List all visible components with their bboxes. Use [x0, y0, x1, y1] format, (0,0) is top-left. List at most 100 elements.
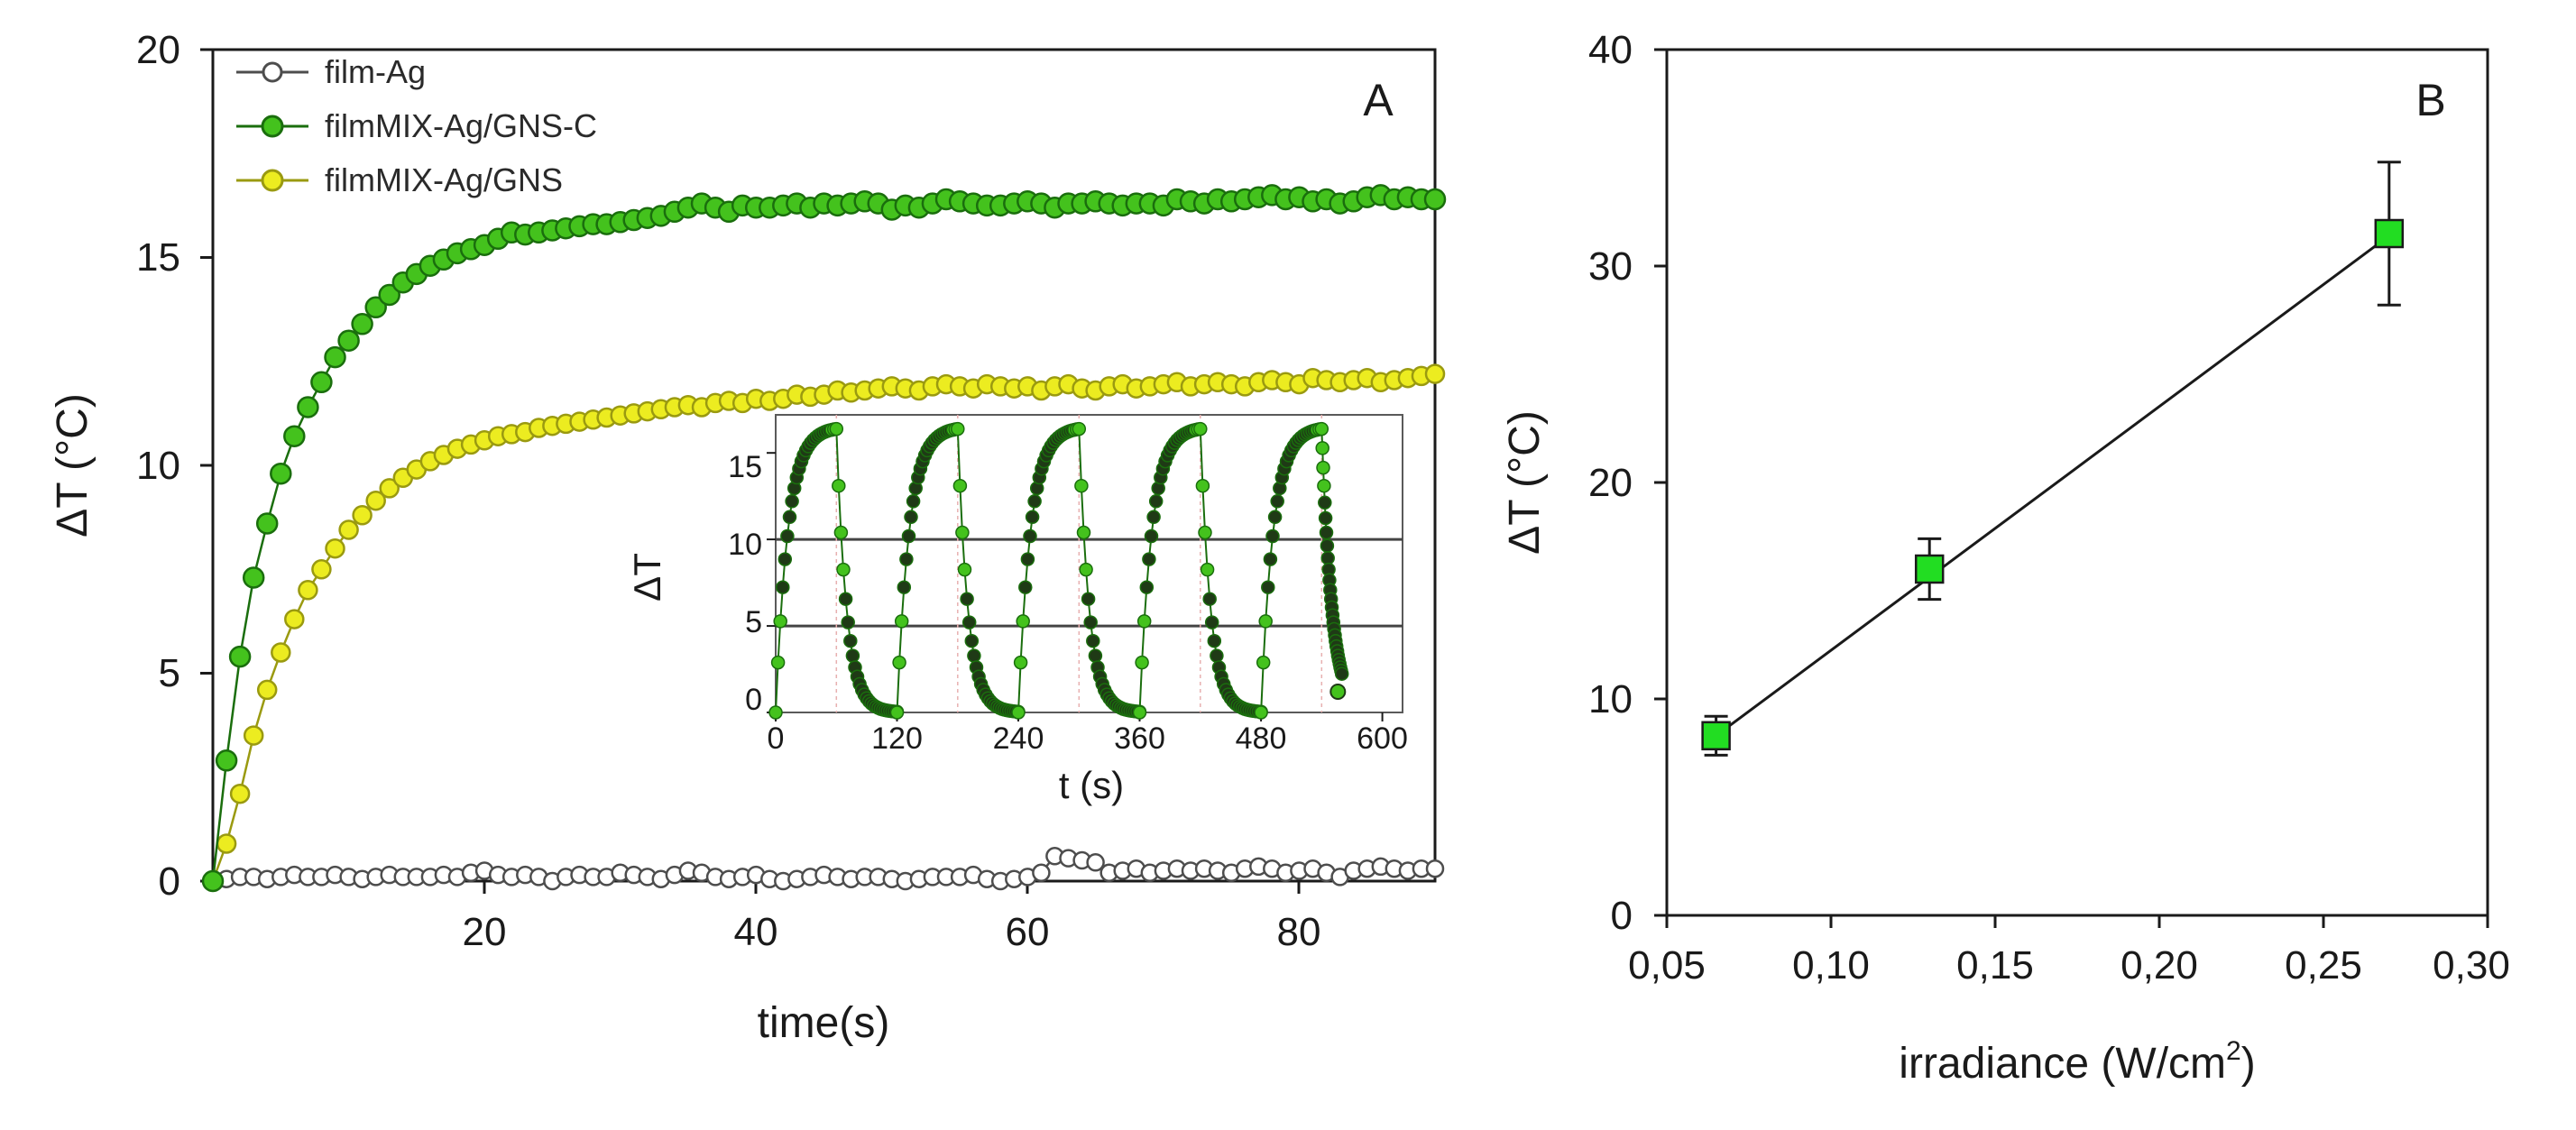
inset-data-point: [1202, 592, 1217, 606]
inset-data-point: [1317, 478, 1331, 493]
a-xtick-label: 20: [463, 910, 507, 954]
b-xtick-label: 0,20: [2121, 943, 2198, 988]
data-point-gns-c: [242, 566, 265, 589]
inset-data-point: [960, 592, 974, 606]
inset-ytick-label: 15: [728, 450, 762, 484]
inset-data-point: [964, 633, 980, 648]
data-point-gns-c: [297, 396, 319, 418]
inset-data-point: [1146, 510, 1161, 525]
b-ytick-label: 30: [1588, 244, 1633, 289]
inset-data-point: [897, 580, 912, 594]
data-point-gns-c: [337, 329, 360, 352]
inset-data-point: [1316, 460, 1330, 475]
legend-marker: [262, 61, 283, 83]
data-point-film-ag: [1425, 859, 1445, 878]
b-ytick-label: 10: [1588, 677, 1633, 721]
inset-data-point: [1132, 705, 1147, 720]
inset-series: [768, 421, 1349, 720]
inset-frame: [775, 414, 1403, 713]
panel-b-series: [1701, 161, 2405, 757]
panel-b: 0 10 20 30 40 0,05 0,10 0,15 0,20 0,25 0…: [1501, 28, 2510, 1088]
data-point-gns-c: [255, 512, 279, 535]
panel-a-x-ticks: 20 40 60 80: [463, 881, 1321, 954]
a-panel-letter: A: [1363, 75, 1394, 125]
inset-data-point: [1148, 494, 1164, 509]
data-point-gns: [311, 559, 332, 580]
data-point-gns: [298, 580, 318, 601]
inset-data-point: [777, 552, 793, 566]
inset-data-point: [841, 615, 855, 629]
legend-label: filmMIX-Ag/GNS: [325, 161, 563, 198]
data-point-gns: [216, 833, 237, 854]
panel-b-frame: [1665, 48, 2489, 917]
inset-data-point: [901, 528, 916, 544]
data-point-gns-c: [201, 869, 225, 893]
b-xtick-label: 0,15: [1956, 943, 2034, 988]
inset-data-point: [829, 421, 844, 436]
inset-data-point: [1258, 614, 1273, 629]
inset-data-point: [1083, 615, 1098, 629]
inset-data-point: [955, 525, 970, 540]
data-point-gns: [284, 609, 305, 629]
data-point-gns: [338, 519, 359, 540]
inset-data-point: [1198, 525, 1212, 540]
inset-data-point: [845, 648, 860, 663]
b-xtick-label: 0,05: [1628, 943, 1706, 988]
b-xtick-label: 0,10: [1792, 943, 1870, 988]
data-point: [1701, 721, 1731, 751]
inset-xtick-label: 120: [871, 721, 923, 756]
inset-data-point: [1079, 562, 1093, 577]
inset-data-point: [1261, 580, 1275, 594]
inset-data-point: [1315, 441, 1329, 455]
inset-data-point: [1018, 580, 1033, 594]
inset-data-point: [780, 528, 795, 544]
inset-data-point: [1210, 648, 1224, 663]
inset-data-point: [843, 633, 858, 648]
data-point-gns-c: [324, 345, 346, 369]
inset-data-point: [1319, 525, 1334, 540]
a-ytick-label: 15: [136, 235, 180, 280]
data-point-gns: [352, 505, 373, 526]
a-xtick-label: 40: [734, 910, 778, 954]
data-point-gns-c: [364, 296, 387, 319]
data-point-film-ag: [1032, 863, 1051, 883]
a-xtick-label: 60: [1006, 910, 1050, 954]
fit-line: [1715, 234, 2390, 738]
inset-data-point: [889, 705, 905, 720]
b-y-axis-label: ΔT (°C): [1501, 410, 1549, 555]
data-point: [2374, 218, 2405, 249]
inset-plot: 0 5 10 15 0 120 240 360 480 600 t (s) ΔT: [626, 414, 1408, 806]
data-point-gns: [325, 537, 345, 559]
b-ytick-label: 40: [1588, 28, 1633, 72]
b-ytick-label: 0: [1611, 894, 1633, 938]
inset-data-point: [1254, 705, 1268, 720]
data-point-gns: [1424, 363, 1446, 384]
data-point-gns: [379, 478, 400, 499]
legend-label: film-Ag: [325, 53, 426, 90]
inset-data-point: [1135, 655, 1149, 670]
panel-b-y-ticks: 0 10 20 30 40: [1588, 28, 1667, 938]
data-point-gns-c: [1423, 188, 1447, 211]
inset-data-point: [1074, 478, 1089, 493]
inset-data-point: [1267, 510, 1283, 525]
inset-data-point: [1318, 495, 1332, 510]
inset-data-point: [832, 478, 846, 493]
inset-data-point: [782, 510, 797, 525]
inset-data-point: [1320, 551, 1335, 565]
inset-data-point: [1136, 614, 1152, 629]
inset-data-point: [899, 552, 914, 566]
inset-data-point: [952, 478, 968, 493]
inset-data-point: [904, 510, 918, 525]
data-point-gns-c: [351, 313, 373, 335]
inset-xtick-label: 480: [1236, 721, 1287, 756]
inset-data-point: [1076, 525, 1091, 540]
data-point-gns: [271, 642, 291, 663]
data-point-film-ag: [1086, 853, 1105, 872]
inset-data-point: [1013, 655, 1028, 670]
legend-item-gns-c: filmMIX-Ag/GNS-C: [236, 107, 597, 144]
b-x-axis-label-main: irradiance (W/cm: [1899, 1040, 2226, 1088]
a-xtick-label: 80: [1277, 910, 1321, 954]
b-panel-letter: B: [2415, 75, 2445, 125]
